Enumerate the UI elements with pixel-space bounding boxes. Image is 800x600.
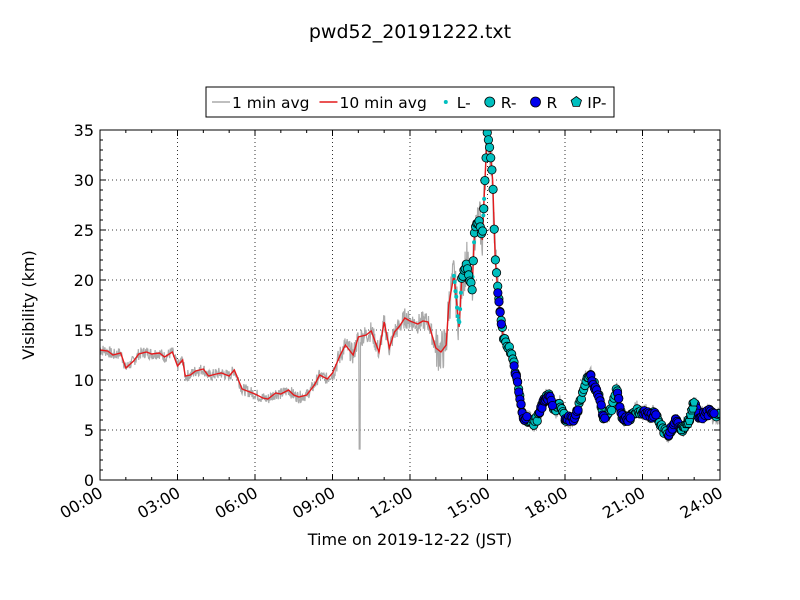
marker-r-minus	[487, 165, 497, 175]
marker-r-minus	[477, 226, 488, 236]
y-tick-label: 5	[84, 421, 94, 440]
marker-r	[522, 411, 532, 422]
marker-r	[709, 408, 719, 418]
legend-item: 1 min avg	[212, 94, 309, 112]
marker-r-minus	[467, 285, 477, 295]
y-tick-label: 35	[74, 121, 94, 140]
legend-label: R	[547, 94, 558, 112]
marker-r-minus	[607, 405, 617, 416]
legend: 1 min avg 10 min avg L- R- R IP-	[205, 86, 615, 118]
marker-l-minus	[453, 289, 458, 294]
marker-r	[494, 297, 504, 307]
marker-r	[547, 400, 558, 411]
x-tick-label: 24:00	[677, 483, 726, 523]
legend-label: L-	[457, 94, 471, 112]
marker-r	[573, 405, 583, 415]
x-axis-label: Time on 2019-12-22 (JST)	[307, 530, 512, 549]
marker-l-minus	[472, 240, 477, 245]
marker-l-minus	[454, 294, 459, 299]
x-tick-label: 15:00	[444, 483, 493, 523]
marker-l-minus	[458, 290, 463, 295]
marker-r-minus	[489, 224, 499, 234]
legend-circle-swatch	[484, 96, 496, 108]
x-tick-label: 12:00	[367, 483, 416, 523]
marker-r	[596, 400, 606, 410]
marker-r-minus	[490, 255, 500, 265]
y-tick-label: 20	[74, 271, 94, 290]
marker-l-minus	[455, 305, 460, 310]
marker-l-minus	[457, 319, 462, 324]
y-tick-labels: 0 5 10 15 20 25 30 35	[74, 121, 94, 490]
marker-l-minus	[458, 307, 463, 312]
y-tick-label: 25	[74, 221, 94, 240]
marker-l-minus	[452, 279, 457, 284]
legend-item: R-	[484, 94, 517, 112]
marker-l-minus	[482, 196, 487, 201]
legend-label: R-	[501, 94, 517, 112]
marker-r	[512, 377, 523, 387]
x-tick-label: 18:00	[522, 483, 571, 523]
legend-item: L-	[443, 94, 471, 112]
x-tick-label: 06:00	[212, 483, 261, 523]
x-tick-labels: 00:00 03:00 06:00 09:00 12:00 15:00 18:00 21:00…	[57, 483, 726, 523]
legend-label: IP-	[587, 94, 606, 112]
y-axis-label: Visibility (km)	[19, 250, 38, 359]
marker-r-minus	[491, 268, 502, 278]
marker-r-minus	[479, 204, 489, 214]
y-tick-label: 30	[74, 171, 94, 190]
grid-lines	[100, 130, 720, 480]
marker-r	[493, 288, 503, 298]
marker-r-minus	[484, 142, 495, 152]
x-tick-label: 21:00	[599, 483, 648, 523]
marker-ip-minus	[689, 397, 699, 407]
legend-label: 1 min avg	[232, 94, 309, 112]
marker-l-minus	[451, 273, 456, 278]
legend-dot-swatch	[443, 100, 448, 104]
plot-frame	[99, 129, 721, 481]
marker-l-minus	[481, 213, 486, 218]
marker-r	[600, 413, 610, 423]
precip-markers	[451, 130, 720, 441]
x-tick-label: 03:00	[134, 483, 183, 523]
marker-l-minus	[455, 314, 460, 319]
chart-title: pwd52_20191222.txt	[309, 21, 511, 43]
marker-r-minus	[480, 175, 490, 186]
marker-r	[651, 410, 661, 420]
plot-content	[100, 130, 720, 450]
marker-r	[496, 319, 506, 329]
legend-label: 10 min avg	[339, 94, 426, 112]
series-1min-avg-line	[100, 130, 720, 450]
x-tick-label: 09:00	[289, 483, 338, 523]
legend-box	[205, 86, 615, 118]
marker-r	[509, 361, 519, 371]
marker-r-minus	[486, 153, 496, 163]
marker-r-minus	[468, 256, 478, 266]
marker-r	[495, 307, 505, 317]
legend-item: R	[530, 94, 558, 112]
marker-r	[516, 399, 526, 409]
legend-item: IP-	[570, 94, 606, 112]
y-tick-label: 15	[74, 321, 94, 340]
y-tick-label: 10	[74, 371, 94, 390]
legend-item: 10 min avg	[319, 94, 427, 112]
marker-r	[625, 413, 635, 423]
y-tick-label: 0	[84, 471, 94, 490]
plot-area	[100, 130, 720, 480]
marker-r-minus	[488, 184, 498, 194]
marker-r-minus	[483, 135, 494, 145]
x-tick-label: 00:00	[57, 483, 106, 523]
legend-entries: 1 min avg 10 min avg L- R- R IP-	[212, 94, 606, 112]
marker-r	[614, 393, 624, 404]
legend-pentagon-swatch	[570, 96, 582, 107]
legend-circle-swatch	[530, 96, 541, 108]
